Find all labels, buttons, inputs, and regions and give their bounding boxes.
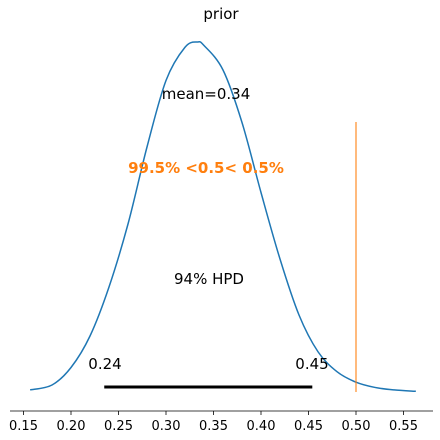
x-tick-label: 0.55	[389, 419, 418, 434]
chart-title: prior	[203, 5, 239, 23]
x-tick-label: 0.15	[9, 419, 38, 434]
x-tick-label: 0.25	[104, 419, 133, 434]
x-tick-label: 0.45	[294, 419, 323, 434]
density-curve	[29, 40, 416, 393]
x-tick-label: 0.30	[152, 419, 181, 434]
reference-probability-annotation: 99.5% <0.5< 0.5%	[128, 159, 284, 177]
density-curve-layer	[29, 40, 416, 393]
x-tick-label: 0.50	[342, 419, 371, 434]
hpd-low-label: 0.24	[88, 355, 121, 373]
x-tick-label: 0.20	[57, 419, 86, 434]
hpd-high-label: 0.45	[295, 355, 328, 373]
hpd-label: 94% HPD	[174, 270, 244, 288]
x-tick-label: 0.35	[199, 419, 228, 434]
x-axis-ticks: 0.15 0.20 0.25 0.30 0.35 0.40 0.45 0.50 0.55	[9, 411, 418, 434]
x-tick-label: 0.40	[247, 419, 276, 434]
mean-annotation: mean=0.34	[162, 85, 251, 103]
